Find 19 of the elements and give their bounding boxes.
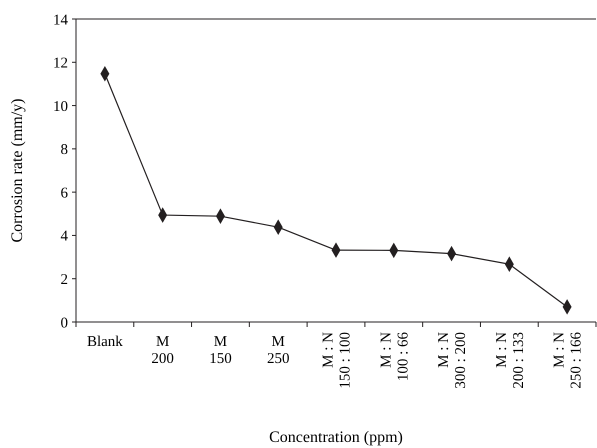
y-tick-label: 4: [60, 228, 68, 245]
x-axis-title: Concentration (ppm): [269, 429, 403, 446]
x-tick-label: M : N 250 : 166: [552, 332, 585, 389]
y-tick-label: 6: [60, 185, 68, 202]
y-axis-title: Corrosion rate (mm/y): [9, 98, 26, 242]
x-tick-label: M 250: [266, 334, 290, 367]
y-tick-label: 0: [60, 315, 68, 332]
x-tick-label: M : N 100 : 66: [378, 332, 412, 382]
y-tick-label: 8: [60, 142, 68, 158]
x-tick-label: Blank: [86, 334, 124, 350]
x-tick-label: M 150: [209, 334, 232, 367]
y-tick-label: 12: [53, 56, 68, 72]
x-tick-label: M : N 200 : 133: [494, 332, 527, 389]
x-tick-label: M : N 300 : 200: [436, 332, 470, 389]
x-tick-label: M : N 150 : 100: [320, 332, 354, 389]
y-tick-label: 2: [60, 272, 68, 288]
y-tick-label: 14: [53, 12, 68, 28]
y-tick-label: 10: [53, 98, 68, 115]
x-tick-label: M 200: [151, 334, 174, 367]
